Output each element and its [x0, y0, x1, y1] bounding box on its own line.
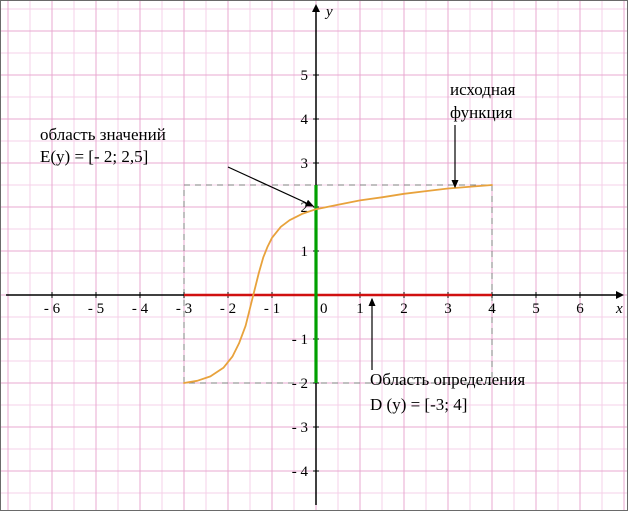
range-annotation-label-1: область значений [40, 125, 166, 144]
original-fn-annotation-label-1: исходная [450, 80, 516, 99]
domain-annotation-label-2: D (y) = [-3; 4] [370, 395, 467, 414]
chart-bg [0, 0, 628, 511]
x-tick-label: 5 [532, 301, 540, 317]
y-tick-label: - 4 [292, 464, 309, 480]
range-annotation-label-2: E(y) = [- 2; 2,5] [40, 147, 148, 166]
x-tick-label: - 2 [220, 301, 236, 317]
x-tick-label: - 5 [88, 301, 104, 317]
x-tick-label: - 6 [44, 301, 61, 317]
x-tick-label: - 1 [264, 301, 280, 317]
x-tick-label: 4 [488, 301, 496, 317]
chart-svg: xy- 6- 5- 4- 3- 2- 10123456- 5- 4- 3- 2-… [0, 0, 628, 511]
y-tick-label: 3 [301, 156, 309, 172]
y-tick-label: - 1 [292, 332, 308, 348]
x-tick-label: 2 [400, 301, 408, 317]
chart-container: xy- 6- 5- 4- 3- 2- 10123456- 5- 4- 3- 2-… [0, 0, 628, 511]
x-tick-label: 3 [444, 301, 452, 317]
y-axis-label: y [324, 4, 333, 20]
x-tick-label: 0 [320, 301, 328, 317]
y-tick-label: 4 [301, 112, 309, 128]
x-tick-label: - 3 [176, 301, 192, 317]
x-tick-label: 1 [356, 301, 364, 317]
y-tick-label: 1 [301, 244, 309, 260]
x-tick-label: 6 [576, 301, 584, 317]
domain-annotation-label-1: Область определения [370, 370, 525, 389]
original-fn-annotation-label-2: функция [450, 103, 513, 122]
y-tick-label: - 2 [292, 376, 308, 392]
x-tick-label: - 4 [132, 301, 149, 317]
y-tick-label: - 3 [292, 420, 308, 436]
y-tick-label: 5 [301, 68, 309, 84]
x-axis-label: x [615, 301, 623, 317]
